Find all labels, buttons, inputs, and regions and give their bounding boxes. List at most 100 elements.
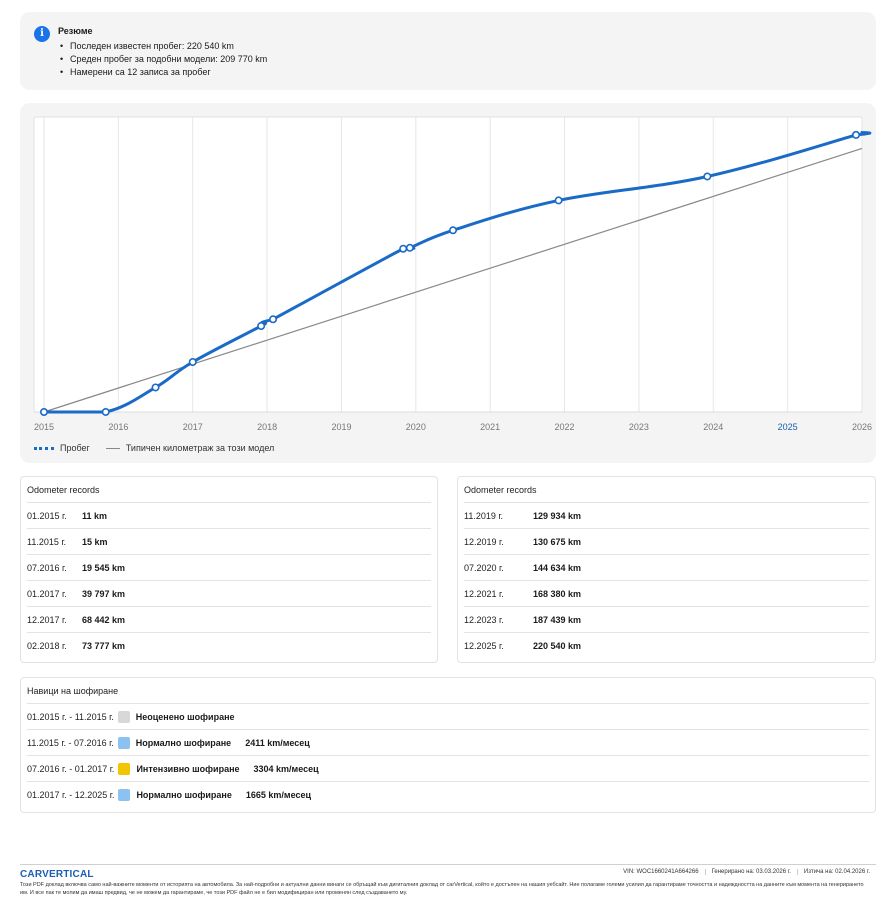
x-tick-label: 2018 (257, 422, 277, 432)
odometer-row: 07.2016 г. 19 545 km (27, 554, 431, 580)
mileage-point (554, 196, 563, 205)
footer-meta: VIN: WOC1660241A664266 Генерирано на: 03… (617, 869, 876, 875)
record-value: 168 380 km (533, 588, 582, 599)
odometer-row: 07.2020 г. 144 634 km (464, 554, 869, 580)
driving-style: Неоценено шофиране (135, 711, 235, 722)
driving-period: 01.2015 г. - 11.2015 г. (27, 711, 114, 722)
driving-row: 01.2017 г. - 12.2025 г. Нормално шофиран… (27, 781, 869, 807)
mileage-point (448, 226, 457, 235)
summary-list: Последен известен пробег: 220 540 km Сре… (58, 40, 267, 79)
record-date: 12.2017 г. (27, 614, 67, 625)
driving-period: 07.2016 г. - 01.2017 г. (27, 763, 115, 774)
record-value: 129 934 km (533, 510, 582, 521)
record-date: 12.2021 г. (464, 588, 504, 599)
record-value: 130 675 km (533, 536, 582, 547)
driving-row: 01.2015 г. - 11.2015 г. Неоценено шофира… (27, 703, 869, 729)
footer-vin: VIN: WOC1660241A664266 (623, 869, 699, 875)
odometer-title: Odometer records (464, 485, 537, 495)
record-value: 11 km (82, 510, 108, 521)
mileage-point (269, 315, 278, 324)
record-date: 07.2020 г. (464, 562, 504, 573)
driving-style: Интензивно шофиране (136, 763, 240, 774)
record-value: 144 634 km (533, 562, 582, 573)
record-date: 12.2019 г. (464, 536, 504, 547)
driving-period: 01.2017 г. - 12.2025 г. (27, 789, 115, 800)
odometer-row: 12.2023 г. 187 439 km (464, 606, 869, 632)
carvertical-logo: CARVERTICAL (20, 869, 94, 880)
chart-legend: Пробег Типичен километраж за този модел (34, 443, 274, 453)
odometer-row: 11.2019 г. 129 934 km (464, 502, 869, 528)
driving-rate: 2411 km/месец (245, 737, 310, 748)
mileage-point (39, 407, 48, 416)
legend-mileage-swatch (34, 446, 54, 450)
driving-style: Нормално шофиране (135, 737, 232, 748)
record-date: 12.2023 г. (464, 614, 504, 625)
driving-habits-card: Навици на шофиране 01.2015 г. - 11.2015 … (20, 677, 876, 813)
record-date: 07.2016 г. (27, 562, 67, 573)
driving-row: 07.2016 г. - 01.2017 г. Интензивно шофир… (27, 755, 869, 781)
mileage-point (101, 407, 110, 416)
typical-mileage-line (43, 147, 863, 413)
chart-plot-area (33, 116, 863, 413)
x-tick-label: 2017 (183, 422, 203, 432)
footer-divider (20, 864, 876, 865)
footer-expires: Изтича на: 02.04.2026 г. (796, 869, 876, 875)
record-value: 187 439 km (533, 614, 582, 625)
record-date: 02.2018 г. (27, 640, 67, 651)
legend-mileage-label: Пробег (60, 443, 90, 453)
odometer-row: 12.2017 г. 68 442 km (27, 606, 431, 632)
mileage-chart: 2015 2016 2017 2018 2019 2020 2021 2022 2023 2024… (33, 116, 872, 432)
x-tick-label: 2023 (629, 422, 649, 432)
x-tick-label: 2026 (852, 422, 872, 432)
footer-disclaimer: Този PDF доклад включва само най-важните… (20, 882, 864, 896)
record-value: 68 442 km (82, 614, 126, 625)
x-tick-label: 2022 (555, 422, 575, 432)
record-value: 220 540 km (533, 640, 582, 651)
mileage-point (257, 322, 266, 331)
odometer-row: 12.2025 г. 220 540 km (464, 632, 869, 658)
mileage-point (151, 383, 160, 392)
odometer-row: 01.2017 г. 39 797 km (27, 580, 431, 606)
driving-rate: 3304 km/месец (253, 763, 319, 774)
mileage-point (399, 244, 408, 253)
record-value: 19 545 km (82, 562, 126, 573)
record-date: 12.2025 г. (464, 640, 504, 651)
record-value: 73 777 km (82, 640, 126, 651)
odometer-row: 02.2018 г. 73 777 km (27, 632, 431, 658)
record-date: 01.2017 г. (27, 588, 67, 599)
odometer-row: 01.2015 г. 11 km (27, 502, 431, 528)
driving-style: Нормално шофиране (136, 789, 232, 800)
record-date: 11.2015 г. (27, 536, 67, 547)
x-tick-label: 2021 (480, 422, 500, 432)
driving-habits-title: Навици на шофиране (27, 686, 119, 696)
odometer-row: 12.2021 г. 168 380 km (464, 580, 869, 606)
odometer-row: 11.2015 г. 15 km (27, 528, 431, 554)
footer-generated: Генерирано на: 03.03.2026 г. (704, 869, 797, 875)
x-tick-label: 2015 (34, 422, 54, 432)
driving-style-swatch (118, 762, 131, 775)
driving-rate: 1665 km/месец (245, 789, 311, 800)
driving-row: 11.2015 г. - 07.2016 г. Нормално шофиран… (27, 729, 869, 755)
record-value: 15 km (82, 536, 108, 547)
odometer-records-right: Odometer records 11.2019 г. 129 934 km 12… (457, 476, 876, 663)
record-date: 01.2015 г. (27, 510, 67, 521)
x-tick-label: 2019 (331, 422, 351, 432)
info-icon: i (34, 26, 50, 42)
mileage-chart-card: 2015 2016 2017 2018 2019 2020 2021 2022 2023 2024… (20, 103, 876, 463)
summary-title: Резюме (58, 26, 93, 36)
summary-item-records-count: Намерени са 12 записа за пробег (58, 66, 267, 79)
odometer-title: Odometer records (27, 485, 100, 495)
record-date: 11.2019 г. (464, 510, 504, 521)
record-value: 39 797 km (82, 588, 126, 599)
driving-period: 11.2015 г. - 07.2016 г. (27, 737, 114, 748)
driving-style-swatch (117, 710, 130, 723)
x-tick-label: 2020 (406, 422, 426, 432)
mileage-point (188, 357, 197, 366)
x-tick-label: 2016 (108, 422, 128, 432)
mileage-point (405, 243, 414, 252)
odometer-records-left: Odometer records 01.2015 г. 11 km 11.2015… (20, 476, 438, 663)
x-tick-label: 2024 (703, 422, 723, 432)
legend-typical-swatch (105, 447, 120, 449)
summary-card: i Резюме Последен известен пробег: 220 5… (20, 12, 876, 90)
driving-style-swatch (117, 736, 130, 749)
